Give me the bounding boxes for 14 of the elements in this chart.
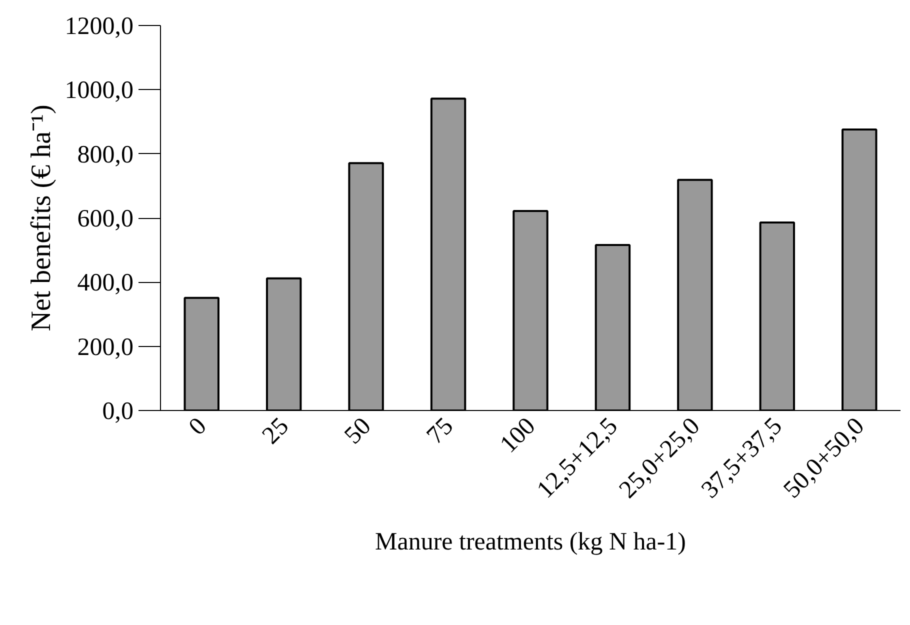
y-tick-label: 400,0 xyxy=(77,270,134,297)
x-tick-label: 50 xyxy=(340,412,376,450)
x-tick-label: 75 xyxy=(422,412,459,450)
y-tick-label: 600,0 xyxy=(77,206,134,232)
y-tick-label: 0,0 xyxy=(102,398,134,425)
x-tick-label: 100 xyxy=(495,412,541,458)
y-tick-label: 1000,0 xyxy=(64,77,134,104)
x-axis-title: Manure treatments (kg N ha-1) xyxy=(375,528,686,556)
y-tick-label: 800,0 xyxy=(77,141,134,168)
y-axis-title: Net benefits (€ ha⁻¹) xyxy=(26,104,57,332)
y-tick-label: 200,0 xyxy=(77,334,134,361)
x-tick-label: 0 xyxy=(184,412,212,441)
x-tick-label: 25 xyxy=(257,412,294,450)
y-tick-label: 1200,0 xyxy=(64,13,134,40)
